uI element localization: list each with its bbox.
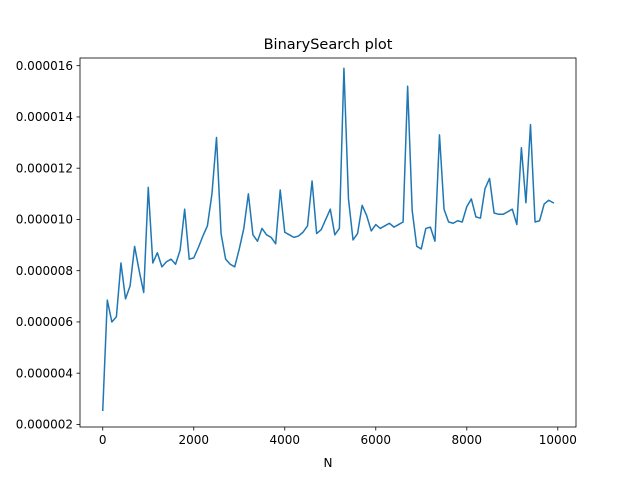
x-tick-label: 8000 <box>452 433 483 447</box>
y-tick-label: 0.000010 <box>16 213 73 227</box>
y-tick-label: 0.000006 <box>16 315 73 329</box>
chart-title: BinarySearch plot <box>264 37 393 53</box>
x-tick-label: 0 <box>99 433 107 447</box>
x-axis-label: N <box>324 456 333 470</box>
y-tick-label: 0.000004 <box>16 366 73 380</box>
y-tick-label: 0.000014 <box>16 110 73 124</box>
y-tick-label: 0.000016 <box>16 59 73 73</box>
y-tick-label: 0.000002 <box>16 418 73 432</box>
plot-frame <box>79 57 577 428</box>
x-tick-label: 10000 <box>539 433 577 447</box>
x-tick-label: 2000 <box>178 433 209 447</box>
x-tick-label: 6000 <box>361 433 392 447</box>
x-tick-label: 4000 <box>269 433 300 447</box>
plot-area: 0 2000 4000 6000 8000 10000 0.000002 0.000004 0.… <box>16 57 577 447</box>
y-tick-label: 0.000008 <box>16 264 73 278</box>
series-line <box>101 67 555 412</box>
y-tick-label: 0.000012 <box>16 161 73 175</box>
